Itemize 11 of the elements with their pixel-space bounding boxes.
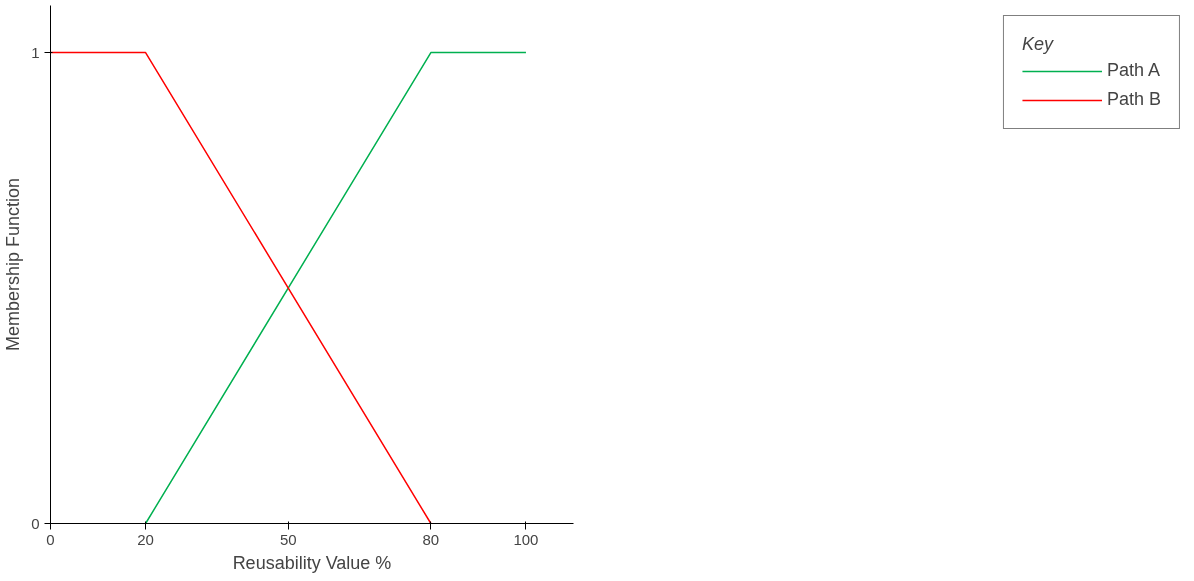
x-tick-label: 0 xyxy=(46,530,55,548)
legend-title: Key xyxy=(1021,34,1055,55)
x-tick-label: 50 xyxy=(279,530,297,548)
x-axis-title: Reusability Value % xyxy=(232,552,392,573)
y-tick-label: 1 xyxy=(31,43,40,61)
x-tick-label: 20 xyxy=(137,530,154,548)
legend-label: Path B xyxy=(1106,89,1161,110)
x-tick-label: 100 xyxy=(513,530,539,548)
x-tick-label: 80 xyxy=(422,530,440,548)
y-axis-title: Membership Function xyxy=(3,177,24,352)
legend-label: Path A xyxy=(1106,60,1160,81)
